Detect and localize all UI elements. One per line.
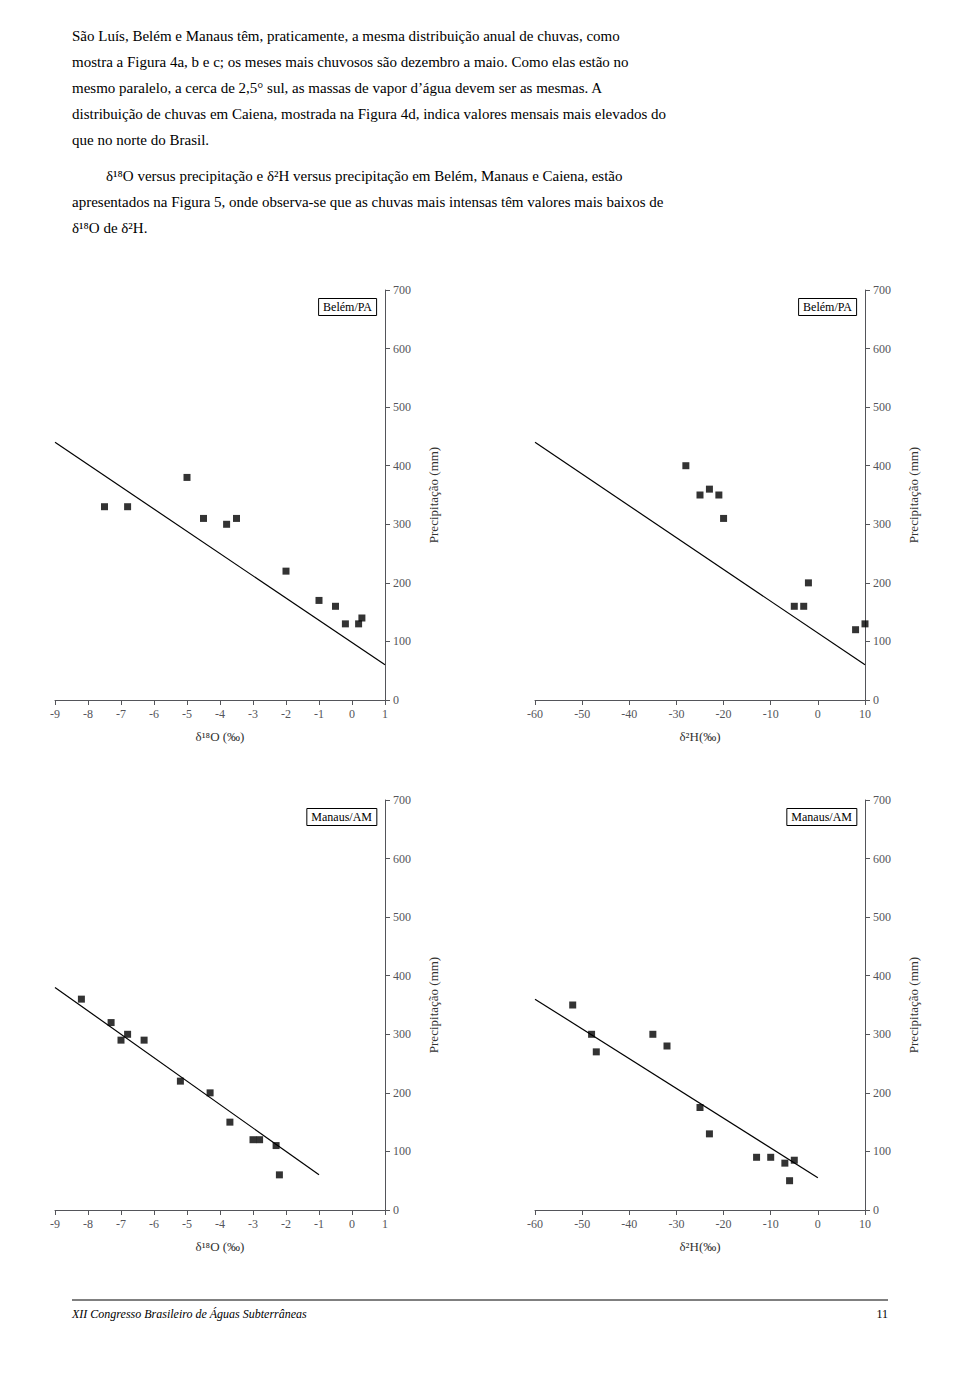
svg-text:distribuição de chuvas em Caie: distribuição de chuvas em Caiena, mostra… bbox=[72, 106, 666, 122]
svg-text:mesmo paralelo, a cerca de 2,5: mesmo paralelo, a cerca de 2,5° sul, as … bbox=[72, 80, 602, 96]
svg-text:Manaus/AM: Manaus/AM bbox=[311, 810, 372, 824]
svg-text:400: 400 bbox=[873, 969, 891, 983]
svg-text:δ¹⁸O de δ²H.: δ¹⁸O de δ²H. bbox=[72, 220, 147, 236]
svg-text:-30: -30 bbox=[668, 1217, 684, 1231]
svg-text:-50: -50 bbox=[574, 1217, 590, 1231]
svg-text:Precipitação (mm): Precipitação (mm) bbox=[426, 957, 441, 1053]
svg-text:100: 100 bbox=[393, 634, 411, 648]
svg-text:1: 1 bbox=[382, 1217, 388, 1231]
svg-text:-60: -60 bbox=[527, 1217, 543, 1231]
svg-text:500: 500 bbox=[873, 910, 891, 924]
svg-text:Belém/PA: Belém/PA bbox=[803, 300, 852, 314]
svg-text:-10: -10 bbox=[763, 707, 779, 721]
svg-text:500: 500 bbox=[873, 400, 891, 414]
svg-text:δ¹⁸O (‰): δ¹⁸O (‰) bbox=[196, 1239, 245, 1254]
svg-text:Precipitação (mm): Precipitação (mm) bbox=[426, 447, 441, 543]
svg-text:11: 11 bbox=[876, 1307, 888, 1321]
svg-text:-9: -9 bbox=[50, 1217, 60, 1231]
svg-text:δ²H(‰): δ²H(‰) bbox=[679, 1239, 720, 1254]
svg-text:-8: -8 bbox=[83, 1217, 93, 1231]
svg-text:Precipitação (mm): Precipitação (mm) bbox=[906, 447, 921, 543]
svg-text:-6: -6 bbox=[149, 1217, 159, 1231]
svg-text:-9: -9 bbox=[50, 707, 60, 721]
svg-text:Belém/PA: Belém/PA bbox=[323, 300, 372, 314]
svg-text:700: 700 bbox=[873, 283, 891, 297]
svg-text:-3: -3 bbox=[248, 707, 258, 721]
svg-text:700: 700 bbox=[873, 793, 891, 807]
svg-text:600: 600 bbox=[873, 852, 891, 866]
svg-text:500: 500 bbox=[393, 400, 411, 414]
svg-text:100: 100 bbox=[873, 1144, 891, 1158]
svg-text:0: 0 bbox=[873, 1203, 879, 1217]
svg-text:0: 0 bbox=[815, 707, 821, 721]
svg-text:-3: -3 bbox=[248, 1217, 258, 1231]
svg-text:100: 100 bbox=[393, 1144, 411, 1158]
svg-text:-7: -7 bbox=[116, 707, 126, 721]
svg-text:-1: -1 bbox=[314, 1217, 324, 1231]
svg-text:δ¹⁸O versus precipitação e δ²H: δ¹⁸O versus precipitação e δ²H versus pr… bbox=[106, 168, 623, 184]
svg-text:-2: -2 bbox=[281, 707, 291, 721]
svg-text:-40: -40 bbox=[621, 1217, 637, 1231]
svg-text:600: 600 bbox=[393, 342, 411, 356]
svg-text:-50: -50 bbox=[574, 707, 590, 721]
svg-text:-20: -20 bbox=[716, 707, 732, 721]
svg-text:apresentados na Figura 5, onde: apresentados na Figura 5, onde observa-s… bbox=[72, 194, 664, 210]
svg-text:-4: -4 bbox=[215, 707, 225, 721]
svg-text:600: 600 bbox=[873, 342, 891, 356]
svg-text:-40: -40 bbox=[621, 707, 637, 721]
svg-text:Precipitação (mm): Precipitação (mm) bbox=[906, 957, 921, 1053]
svg-text:-1: -1 bbox=[314, 707, 324, 721]
svg-text:0: 0 bbox=[815, 1217, 821, 1231]
svg-text:400: 400 bbox=[393, 969, 411, 983]
svg-text:10: 10 bbox=[859, 1217, 871, 1231]
svg-text:200: 200 bbox=[393, 1086, 411, 1100]
svg-text:-7: -7 bbox=[116, 1217, 126, 1231]
svg-text:que no norte do Brasil.: que no norte do Brasil. bbox=[72, 132, 209, 148]
svg-text:700: 700 bbox=[393, 283, 411, 297]
svg-text:600: 600 bbox=[393, 852, 411, 866]
svg-text:-5: -5 bbox=[182, 1217, 192, 1231]
svg-text:-5: -5 bbox=[182, 707, 192, 721]
svg-text:300: 300 bbox=[873, 1027, 891, 1041]
svg-text:δ¹⁸O (‰): δ¹⁸O (‰) bbox=[196, 729, 245, 744]
svg-text:-8: -8 bbox=[83, 707, 93, 721]
svg-text:mostra a Figura 4a, b e c; os: mostra a Figura 4a, b e c; os meses mais… bbox=[72, 54, 629, 70]
svg-text:0: 0 bbox=[349, 1217, 355, 1231]
svg-text:300: 300 bbox=[393, 1027, 411, 1041]
svg-text:1: 1 bbox=[382, 707, 388, 721]
svg-text:200: 200 bbox=[393, 576, 411, 590]
svg-text:-10: -10 bbox=[763, 1217, 779, 1231]
svg-text:300: 300 bbox=[393, 517, 411, 531]
svg-text:200: 200 bbox=[873, 576, 891, 590]
svg-text:0: 0 bbox=[393, 1203, 399, 1217]
svg-text:São Luís, Belém e Manaus têm,: São Luís, Belém e Manaus têm, praticamen… bbox=[72, 28, 620, 44]
svg-text:400: 400 bbox=[873, 459, 891, 473]
svg-text:-60: -60 bbox=[527, 707, 543, 721]
svg-text:-4: -4 bbox=[215, 1217, 225, 1231]
svg-text:-2: -2 bbox=[281, 1217, 291, 1231]
svg-text:0: 0 bbox=[349, 707, 355, 721]
svg-text:100: 100 bbox=[873, 634, 891, 648]
svg-text:200: 200 bbox=[873, 1086, 891, 1100]
svg-text:0: 0 bbox=[393, 693, 399, 707]
svg-text:10: 10 bbox=[859, 707, 871, 721]
svg-text:δ²H(‰): δ²H(‰) bbox=[679, 729, 720, 744]
svg-text:700: 700 bbox=[393, 793, 411, 807]
svg-text:-6: -6 bbox=[149, 707, 159, 721]
svg-text:Manaus/AM: Manaus/AM bbox=[791, 810, 852, 824]
svg-text:XII Congresso Brasileiro de Ág: XII Congresso Brasileiro de Águas Subter… bbox=[71, 1307, 307, 1321]
svg-text:300: 300 bbox=[873, 517, 891, 531]
svg-text:0: 0 bbox=[873, 693, 879, 707]
svg-text:500: 500 bbox=[393, 910, 411, 924]
svg-text:-20: -20 bbox=[716, 1217, 732, 1231]
svg-text:-30: -30 bbox=[668, 707, 684, 721]
svg-text:400: 400 bbox=[393, 459, 411, 473]
